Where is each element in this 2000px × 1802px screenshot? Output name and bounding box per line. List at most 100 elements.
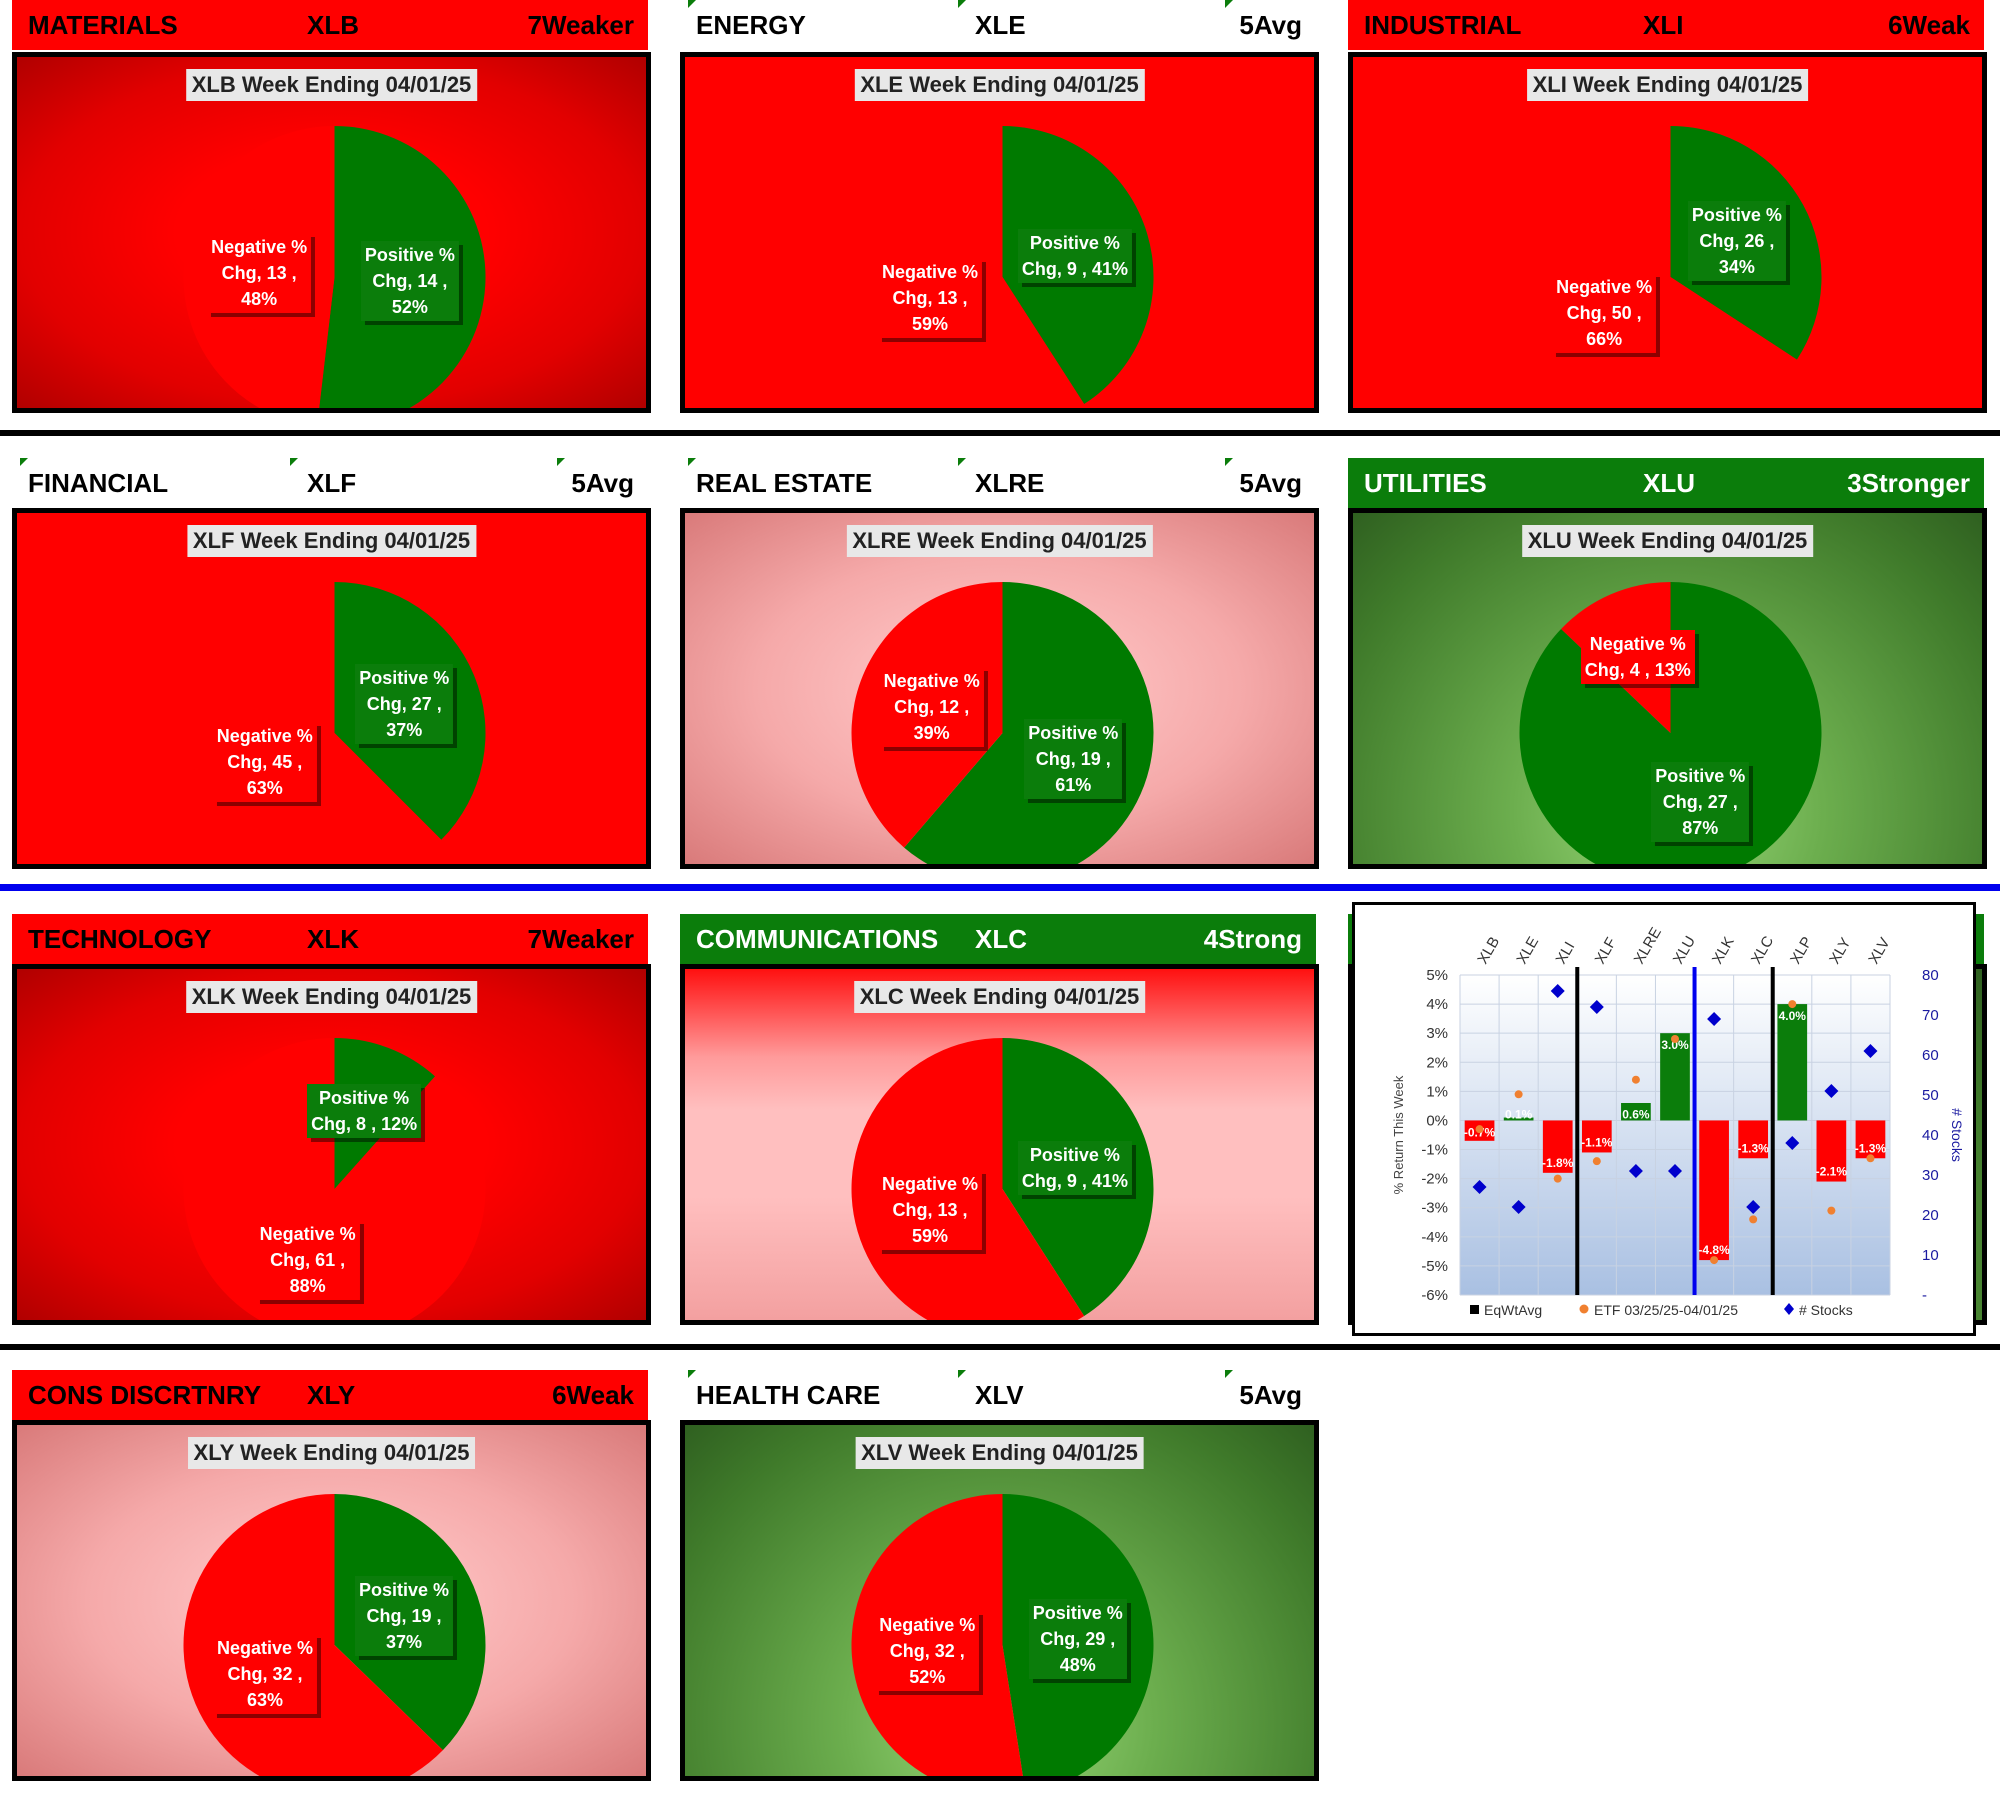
sector-rank: 5Avg — [1239, 1379, 1302, 1410]
pie-chart — [183, 582, 486, 864]
pie-label-negative: Negative % Chg, 32 , 52% — [875, 1610, 980, 1691]
diamond-stocks-xli — [1550, 984, 1565, 998]
y-tick-label: 3% — [1426, 1025, 1448, 1042]
pie-label-line: Chg, 12 , — [894, 696, 970, 717]
pie-label-line: Negative % — [882, 262, 979, 283]
y2-tick-label: 10 — [1922, 1247, 1939, 1264]
sector-etf: XLB — [307, 9, 359, 40]
pie-label-positive: Positive % Chg, 9 , 41% — [1017, 228, 1132, 283]
comment-marker — [557, 458, 565, 466]
pie-label-line: 52% — [909, 1666, 946, 1687]
pie-label-line: 37% — [386, 720, 423, 741]
comment-marker — [290, 458, 298, 466]
sector-rank: 6Weak — [552, 1379, 634, 1410]
sector-etf: XLE — [975, 9, 1026, 40]
comment-marker — [688, 1370, 696, 1378]
dot-etf-xlu — [1671, 1035, 1679, 1043]
sector-name: REAL ESTATE — [696, 467, 873, 498]
bar-eqwtavg-xlp — [1777, 1004, 1808, 1121]
category-label: XLI — [1552, 939, 1578, 967]
pie-label-line: Chg, 13 , — [892, 1200, 968, 1221]
pie-label-line: 88% — [289, 1275, 326, 1296]
sector-return-chart: 5% 4% 3% 2% 1% 0% -1% -2% -3% -4% -5% -6% 80 70 60 50 40… — [1352, 902, 1976, 1336]
pie-label-negative: Negative % Chg, 45 , 63% — [212, 721, 317, 802]
section-separator — [0, 884, 2000, 891]
pie-label-line: Chg, 4 , 13% — [1584, 659, 1691, 680]
legend-marker-stocks — [1784, 1303, 1794, 1315]
pie-label-positive: Positive % Chg, 9 , 41% — [1017, 1140, 1132, 1195]
pie-title: XLE Week Ending 04/01/25 — [854, 69, 1145, 101]
sector-header-xlk: TECHNOLOGY XLK 7Weaker — [12, 914, 648, 964]
pie-label-negative: Negative % Chg, 4 , 13% — [1580, 629, 1695, 684]
bar-eqwtavg-xlk — [1699, 1120, 1729, 1261]
legend-label: ETF 03/25/25-04/01/25 — [1594, 1302, 1738, 1318]
category-label: XLC — [1748, 933, 1777, 967]
section-separator — [0, 430, 2000, 436]
comment-marker — [1225, 0, 1233, 8]
category-label: XLP — [1787, 934, 1816, 967]
sector-etf: XLK — [307, 923, 359, 954]
y2-tick-label: 40 — [1922, 1127, 1939, 1144]
sector-name: FINANCIAL — [28, 467, 169, 498]
bar-eqwtavg-xle — [1503, 1117, 1534, 1121]
sector-etf: XLF — [307, 467, 357, 498]
comment-marker — [688, 458, 696, 466]
category-label: XLE — [1513, 934, 1542, 967]
pie-label-line: Chg, 9 , 41% — [1021, 258, 1128, 279]
dot-etf-xle — [1514, 1090, 1523, 1099]
dot-etf-xlk — [1710, 1256, 1719, 1265]
sector-etf: XLV — [975, 1379, 1024, 1410]
sector-etf: XLU — [1643, 467, 1695, 498]
sector-header-xli: INDUSTRIAL XLI 6Weak — [1348, 0, 1984, 50]
y-tick-label: 5% — [1426, 967, 1448, 984]
sector-header-xlu: UTILITIES XLU 3Stronger — [1348, 458, 1984, 508]
bar-data-label: 3.0% — [1661, 1038, 1689, 1052]
pie-label-line: Chg, 14 , — [372, 271, 448, 292]
pie-panel-xlk: XLK Week Ending 04/01/25 Positive % Chg, 8… — [12, 964, 651, 1325]
bar-eqwtavg-xlu — [1660, 1033, 1690, 1121]
pie-label-line: 63% — [246, 1690, 283, 1711]
pie-label-line: Chg, 27 , — [1662, 792, 1738, 813]
pie-panel-xlu: XLU Week Ending 04/01/25 Positive % Chg, 2… — [1348, 508, 1987, 869]
sector-rank: 3Stronger — [1847, 467, 1970, 498]
pie-label-positive: Positive % Chg, 8 , 12% — [307, 1084, 422, 1139]
y-tick-label: -2% — [1421, 1171, 1448, 1188]
pie-label-line: 52% — [391, 297, 428, 318]
y-tick-label: 1% — [1426, 1083, 1448, 1100]
category-label: XLV — [1865, 935, 1893, 967]
sector-header-xlb: MATERIALS XLB 7Weaker — [12, 0, 648, 50]
pie-chart — [851, 1494, 1154, 1776]
pie-chart — [851, 126, 1154, 408]
pie-label-line: Chg, 26 , — [1699, 231, 1775, 252]
pie-label-line: 66% — [1586, 328, 1623, 349]
pie-label-line: Positive % — [359, 668, 450, 689]
pie-label-line: Chg, 32 , — [227, 1664, 303, 1685]
pie-label-line: 63% — [246, 777, 283, 798]
y2-tick-label: 60 — [1922, 1047, 1939, 1064]
sector-name: TECHNOLOGY — [28, 923, 212, 954]
sector-header-xle: ENERGY XLE 5Avg — [680, 0, 1316, 50]
sector-name: UTILITIES — [1364, 467, 1487, 498]
sector-name: INDUSTRIAL — [1364, 9, 1522, 40]
pie-label-negative: Negative % Chg, 50 , 66% — [1552, 272, 1657, 353]
pie-label-line: Negative % — [1556, 276, 1653, 297]
pie-label-line: Positive % — [1028, 723, 1119, 744]
sector-etf: XLY — [307, 1379, 356, 1410]
pie-chart — [1519, 126, 1822, 408]
pie-label-line: Positive % — [1029, 232, 1120, 253]
pie-label-positive: Positive % Chg, 27 , 37% — [355, 664, 454, 745]
pie-panel-xlf: XLF Week Ending 04/01/25 Positive % Chg, 2… — [12, 508, 651, 869]
pie-label-line: Positive % — [364, 245, 455, 266]
category-label: XLK — [1709, 934, 1738, 967]
comment-marker — [958, 1370, 966, 1378]
diamond-stocks-xlp — [1785, 1136, 1800, 1150]
pie-title: XLV Week Ending 04/01/25 — [855, 1437, 1144, 1469]
y-tick-label: -3% — [1421, 1200, 1448, 1217]
pie-label-line: Negative % — [882, 1174, 979, 1195]
sector-name: HEALTH CARE — [696, 1379, 881, 1410]
diamond-stocks-xlk — [1707, 1012, 1722, 1026]
pie-label-line: Chg, 32 , — [889, 1640, 965, 1661]
pie-chart — [183, 126, 486, 408]
bar-data-label: -1.1% — [1581, 1135, 1613, 1149]
sector-header-xly: CONS DISCRTNRY XLY 6Weak — [12, 1370, 648, 1420]
